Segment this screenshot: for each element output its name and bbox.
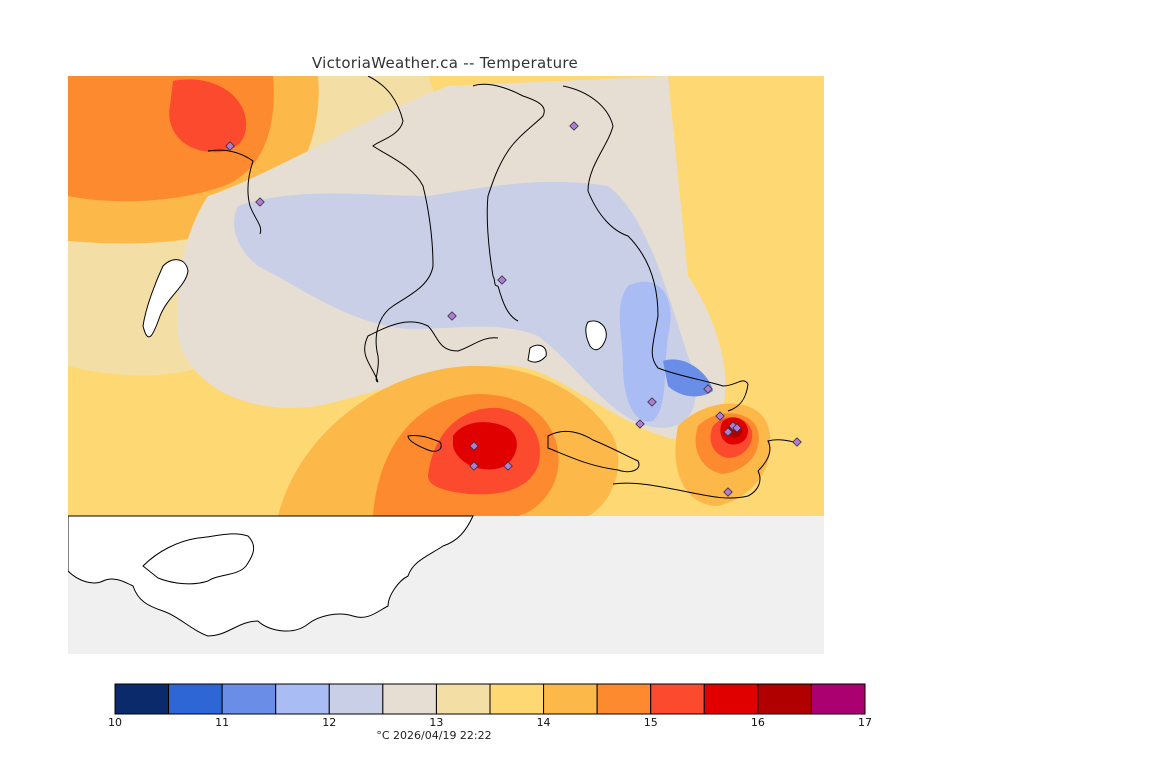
coastlines <box>207 76 799 499</box>
legend-tick-label: 14 <box>536 716 551 729</box>
legend-bin <box>596 683 652 715</box>
station-marker[interactable] <box>569 121 579 131</box>
station-marker[interactable] <box>647 397 657 407</box>
legend-tick-label: 10 <box>108 716 122 729</box>
station-marker[interactable] <box>469 461 479 471</box>
legend-bin <box>489 683 545 715</box>
land-islet-mid <box>527 344 547 363</box>
contour-cell <box>453 422 517 470</box>
legend-bin <box>114 683 170 715</box>
station-marker[interactable] <box>635 419 645 429</box>
land-islet-north <box>142 259 189 338</box>
legend-bin <box>703 683 759 715</box>
legend-caption: °C 2026/04/19 22:22 <box>376 729 492 742</box>
contour-band <box>663 359 713 397</box>
legend-bin <box>435 683 491 715</box>
land-peninsula-west <box>142 533 255 585</box>
land-mainland-south <box>68 515 474 637</box>
legend-tick-label: 11 <box>215 716 230 729</box>
legend-bin <box>221 683 277 715</box>
contour-cell <box>169 79 247 153</box>
station-markers <box>225 121 802 497</box>
temperature-map[interactable] <box>68 76 824 654</box>
legend-tick-label: 13 <box>429 716 444 729</box>
legend-bin <box>275 683 330 715</box>
station-marker[interactable] <box>497 275 507 285</box>
legend-bin <box>382 683 437 715</box>
station-marker[interactable] <box>503 461 513 471</box>
map-title: VictoriaWeather.ca -- Temperature <box>311 54 579 72</box>
station-marker[interactable] <box>723 487 733 497</box>
legend-tick-label: 15 <box>643 716 658 729</box>
legend-bin <box>328 683 384 715</box>
temperature-contours <box>68 76 824 516</box>
legend-bin <box>650 683 705 715</box>
legend-bin <box>810 683 866 715</box>
land-islet-east <box>585 320 607 351</box>
station-marker[interactable] <box>225 141 235 151</box>
station-marker[interactable] <box>703 384 713 394</box>
legend-bin <box>543 683 598 715</box>
station-marker[interactable] <box>255 197 265 207</box>
legend-tick-label: 12 <box>322 716 337 729</box>
station-marker[interactable] <box>447 311 457 321</box>
station-marker[interactable] <box>469 441 479 451</box>
station-marker[interactable] <box>792 437 802 447</box>
legend-bin <box>168 683 223 715</box>
color-legend: 10 11 12 13 14 15 16 17 <box>108 683 874 743</box>
legend-tick-label: 17 <box>858 716 872 729</box>
legend-bin <box>757 683 812 715</box>
legend-colorbar <box>114 683 866 715</box>
contour-band <box>234 181 696 428</box>
legend-tick-label: 16 <box>750 716 765 729</box>
station-marker[interactable] <box>715 411 725 421</box>
station-marker[interactable] <box>732 423 742 433</box>
station-marker[interactable] <box>723 427 733 437</box>
